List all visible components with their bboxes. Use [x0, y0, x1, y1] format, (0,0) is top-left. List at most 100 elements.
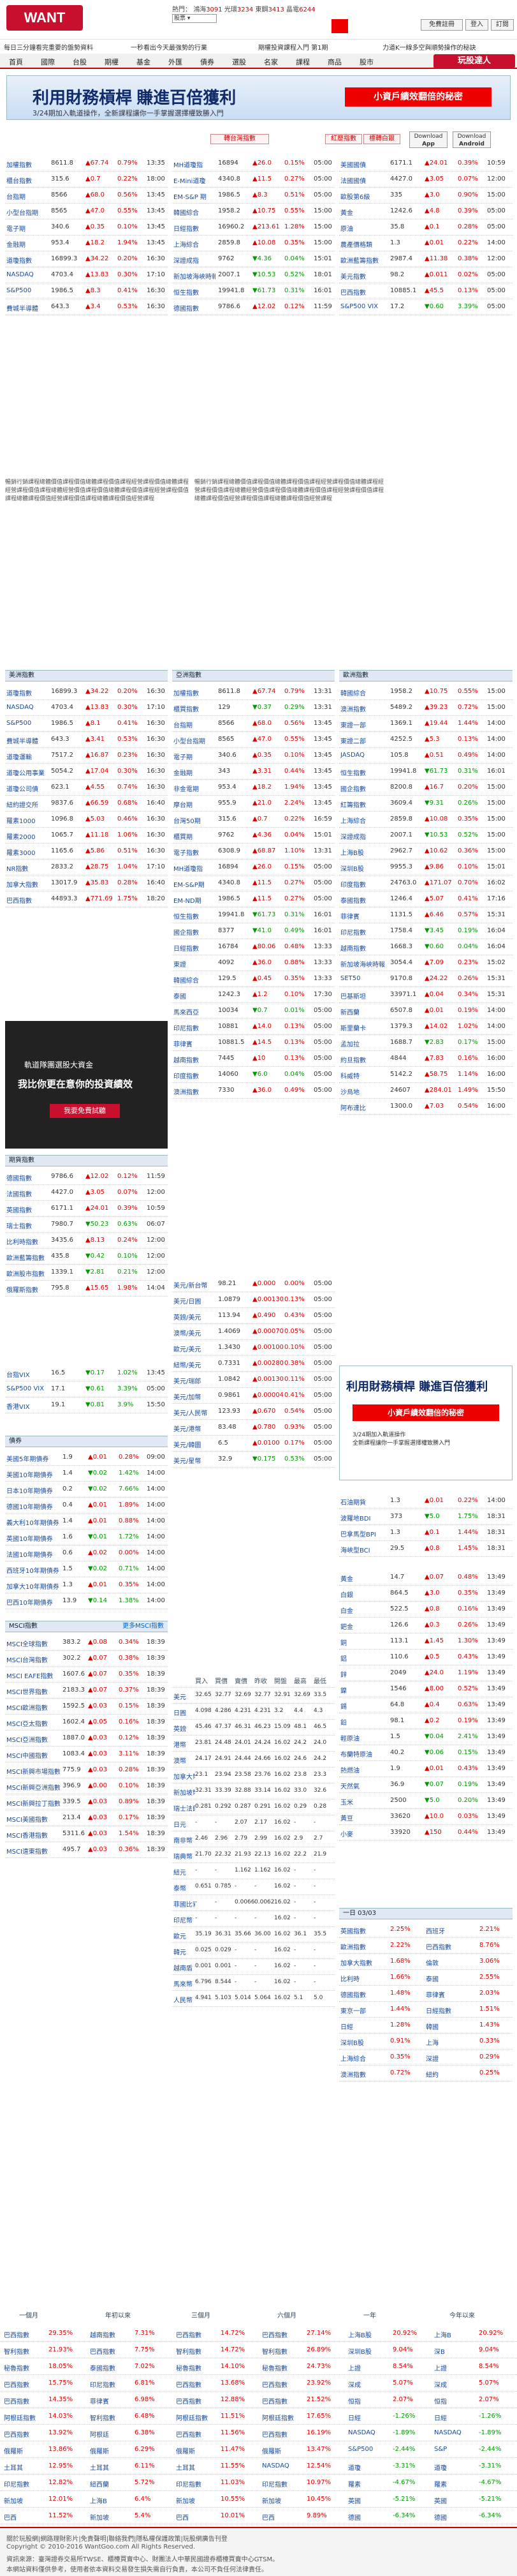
quote-name[interactable]: 波羅地BDI	[340, 1515, 371, 1523]
quote-name[interactable]: 小型台指期	[6, 210, 38, 217]
quote-row[interactable]: MSCI亞洲指數 1887.0 ▲0.03 0.12% 18:39	[5, 1731, 168, 1746]
perf-name[interactable]: 巴西指數	[90, 2349, 115, 2356]
perf-name[interactable]: 上海B	[90, 2498, 107, 2505]
quote-name[interactable]: 美國10年期債券	[6, 1472, 53, 1479]
currency-name[interactable]: 加拿大幣	[173, 1774, 195, 1781]
quote-name[interactable]: 沙烏地	[340, 1089, 360, 1096]
ticker-item[interactable]: 鴻海3091	[193, 6, 222, 13]
quote-name[interactable]: 深證成指	[173, 258, 199, 265]
subnav-link[interactable]: 期權投資課程入門 第1期	[258, 45, 328, 52]
banner-cta[interactable]: 小資戶績效翻倍的秘密	[345, 87, 492, 107]
quote-row[interactable]: 電子期 340.6 ▲0.35 0.10% 13:45	[5, 220, 168, 235]
quote-name[interactable]: 巴西指數	[6, 898, 32, 905]
quote-row[interactable]: 小麥 33920 ▲150 0.44% 13:49	[339, 1825, 513, 1841]
rank-name2[interactable]: 倫敦	[426, 1960, 439, 1967]
currency-row[interactable]: 美元 32.65 32.77 32.69 32.77 32.91 32.69 33.5	[172, 1688, 335, 1704]
quote-row[interactable]: 美元/加幣 0.9861 ▲0.00004 0.41% 05:00	[172, 1388, 335, 1404]
quote-name[interactable]: 美元/日圓	[173, 1299, 201, 1306]
currency-row[interactable]: 南非幣 2.46 2.96 2.79 2.99 16.02 2.9 2.7	[172, 1831, 335, 1847]
rank-name2[interactable]: 泰國	[426, 1976, 439, 1983]
quote-name[interactable]: 加拿大10年期債券	[6, 1584, 59, 1591]
menu-item[interactable]: 課程	[296, 58, 310, 66]
quote-name[interactable]: S&P500	[6, 287, 32, 294]
subscribe-button[interactable]: 訂閱	[491, 19, 514, 31]
quote-name[interactable]: 印度指數	[340, 882, 366, 889]
perf-name[interactable]: 秘魯指數	[176, 2365, 201, 2372]
currency-row[interactable]: 泰幣 0.651 0.785- -16.02- -	[172, 1879, 335, 1895]
quote-name[interactable]: 玉米	[340, 1799, 353, 1806]
quote-name[interactable]: 櫃買期	[173, 834, 193, 841]
quote-name[interactable]: NASDAQ	[6, 271, 34, 278]
rank-name2[interactable]: 紐約	[426, 2072, 439, 2079]
ticker-item[interactable]: 晶電6244	[286, 6, 316, 13]
quote-row[interactable]: MSCI遠東指數 495.7 ▲0.03 0.36% 18:39	[5, 1842, 168, 1858]
perf-name[interactable]: 羅素	[434, 2482, 447, 2489]
quote-name[interactable]: 小型台指期	[173, 738, 205, 745]
perf-name[interactable]: 印尼指數	[90, 2382, 115, 2389]
rank-name[interactable]: 日經	[340, 2024, 353, 2031]
quote-row[interactable]: 恒生指數 19941.8 ▼61.73 0.31% 16:01	[172, 283, 335, 299]
quote-name[interactable]: 歐洲股市指數	[6, 1271, 45, 1278]
quote-name[interactable]: S&P500 VIX	[340, 303, 379, 310]
currency-row[interactable]: 港幣 23.81 24.48 24.01 24.24 16.02 24.2 24.0	[172, 1736, 335, 1752]
perf-header[interactable]: 一年	[363, 2312, 376, 2319]
quote-row[interactable]: 摩台期 955.9 ▲21.0 2.24% 13:45	[172, 796, 335, 812]
currency-row[interactable]: 英鎊 45.46 47.37 46.31 46.23 15.09 48.1 46.5	[172, 1720, 335, 1736]
quote-name[interactable]: 上海B股	[340, 850, 364, 857]
rank-name[interactable]: 比利時	[340, 1976, 360, 1983]
quote-name[interactable]: 加拿大指數	[6, 882, 38, 889]
quote-name[interactable]: 羅素1000	[6, 818, 36, 825]
quote-name[interactable]: 德國指數	[6, 1175, 32, 1182]
quote-name[interactable]: JASDAQ	[340, 752, 365, 759]
quote-name[interactable]: 新加坡海峽時報	[173, 274, 215, 281]
currency-row[interactable]: 澳幣 24.17 24.91 24.44 24.66 16.02 24.6 24.2	[172, 1752, 335, 1768]
perf-name[interactable]: 深B	[434, 2349, 445, 2356]
right-ad-cta[interactable]: 小資戶績效翻倍的秘密	[353, 1404, 499, 1421]
quote-row[interactable]: 俄羅斯指數 795.8 ▲15.65 1.98% 14:04	[5, 1281, 168, 1297]
quote-name[interactable]: 道瓊公用事業	[6, 770, 45, 777]
quote-row[interactable]: 新加坡海峽時報 2007.1 ▼10.53 0.52% 18:01	[172, 267, 335, 283]
quote-row[interactable]: MSCI新興市場指數 775.9 ▲0.03 0.28% 18:39	[5, 1762, 168, 1778]
quote-row[interactable]: 泰國指數 1246.4 ▲5.07 0.41% 17:16	[339, 891, 513, 907]
perf-name[interactable]: 印尼指數	[176, 2482, 201, 2489]
quote-name[interactable]: MSCI新興亞洲指數	[6, 1785, 60, 1792]
quote-name[interactable]: 錫	[340, 1704, 347, 1711]
quote-name[interactable]: 羅素2000	[6, 834, 36, 841]
quote-row[interactable]: 電子指數 6308.9 ▲68.87 1.10% 13:31	[172, 844, 335, 860]
quote-row[interactable]: MSCI EAFE指數 1607.6 ▲0.07 0.35% 18:39	[5, 1667, 168, 1683]
quote-name[interactable]: 新西蘭	[340, 1009, 360, 1016]
quote-name[interactable]: 黃金	[340, 1576, 353, 1583]
perf-name[interactable]: 道瓊	[434, 2465, 447, 2472]
quote-name[interactable]: 日本10年期債券	[6, 1488, 53, 1495]
perf-name[interactable]: 巴西	[176, 2515, 189, 2522]
menu-item[interactable]: 基金	[136, 58, 150, 66]
right-ad[interactable]: 利用財務槓桿 賺進百倍獲利 小資戶績效翻倍的秘密 3/24期加入軌道操作 全新課…	[339, 1366, 513, 1480]
currency-name[interactable]: 馬來幣	[173, 1981, 193, 1988]
perf-name[interactable]: 羅素	[348, 2482, 361, 2489]
quote-row[interactable]: 阿布達比 1300.0 ▲7.03 0.54% 16:00	[339, 1099, 513, 1115]
perf-name[interactable]: 巴西指數	[262, 2382, 288, 2389]
quote-row[interactable]: 印尼指數 10881 ▲14.0 0.13% 05:00	[172, 1019, 335, 1035]
quote-name[interactable]: MSCI遠東指數	[6, 1849, 48, 1856]
rank-row[interactable]: 日經 1.28% 韓國 1.43%	[339, 2018, 513, 2034]
quote-name[interactable]: MSCI全球指數	[6, 1641, 48, 1648]
quote-name[interactable]: 斯里蘭卡	[340, 1025, 366, 1032]
perf-name[interactable]: 英國	[434, 2498, 447, 2505]
quote-name[interactable]: 科威特	[340, 1073, 360, 1080]
search-button[interactable]	[331, 19, 348, 33]
perf-name[interactable]: S&P500	[348, 2446, 374, 2453]
quote-name[interactable]: 深圳B股	[340, 866, 364, 873]
quote-row[interactable]: 巴西指數 10885.1 ▲45.5 0.13% 05:00	[339, 283, 513, 299]
footer-links[interactable]: 關於玩股網|網路理財影片|免責聲明|聯絡我們|隱私權保護政策|玩股網廣告刊登	[6, 2536, 228, 2543]
quote-row[interactable]: 道瓊公用事業 5054.2 ▲17.04 0.30% 16:30	[5, 764, 168, 780]
quote-row[interactable]: 金融期 343 ▲3.31 0.44% 13:45	[172, 764, 335, 780]
perf-name[interactable]: 恒指	[434, 2399, 447, 2406]
currency-name[interactable]: 印尼幣	[173, 1917, 193, 1925]
quote-name[interactable]: 農產價格類	[340, 242, 372, 249]
quote-row[interactable]: 鋁 110.6 ▲0.5 0.43% 13:49	[339, 1649, 513, 1665]
perf-name[interactable]: 巴西	[262, 2515, 275, 2522]
quote-row[interactable]: 原油 35.8 ▲0.1 0.28% 05:00	[339, 220, 513, 235]
quote-row[interactable]: 美元/港幣 83.48 ▲0.780 0.93% 05:00	[172, 1420, 335, 1436]
tab-convert-index[interactable]: 轉台灣指數	[210, 134, 269, 144]
quote-row[interactable]: 紐約證交所 9837.6 ▲66.59 0.68% 16:40	[5, 796, 168, 812]
